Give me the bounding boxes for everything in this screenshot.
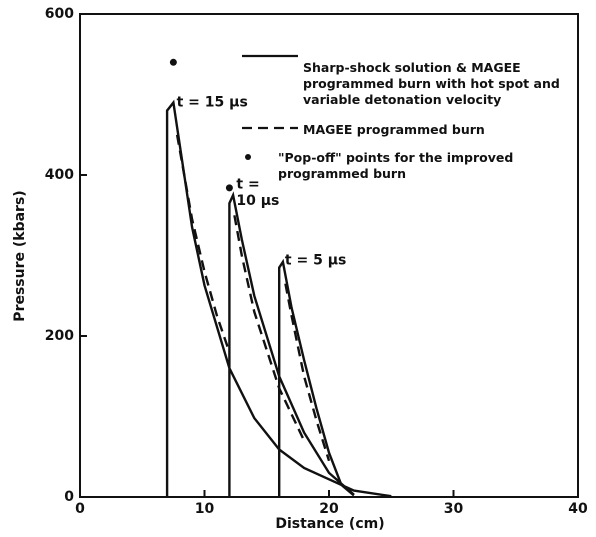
annotation: t = 15 μs: [177, 95, 248, 111]
y-tick-label: 600: [45, 6, 74, 22]
legend-entry: Sharp-shock solution & MAGEE programmed …: [303, 60, 560, 107]
x-tick-label: 0: [75, 501, 85, 517]
annotation: t =: [236, 177, 259, 193]
annotation: t = 5 μs: [285, 252, 346, 268]
y-tick-label: 400: [45, 167, 74, 183]
y-axis-label: Pressure (kbars): [12, 190, 28, 321]
solid-curve: [165, 99, 392, 498]
pop-off-point: [169, 58, 177, 66]
x-axis-label: Distance (cm): [275, 516, 384, 532]
legend-symbol: [245, 154, 251, 160]
y-tick-label: 0: [64, 489, 74, 505]
x-tick-label: 40: [568, 501, 588, 517]
x-tick-label: 10: [195, 501, 215, 517]
legend-entry: MAGEE programmed burn: [303, 122, 485, 137]
dashed-curve: [175, 134, 331, 462]
annotation: 10 μs: [236, 193, 279, 209]
y-tick-label: 200: [45, 328, 74, 344]
x-tick-label: 30: [444, 501, 464, 517]
legend-entry: "Pop-off" points for the improved progra…: [278, 150, 514, 181]
pop-off-point: [225, 184, 233, 192]
x-tick-label: 20: [319, 501, 339, 517]
